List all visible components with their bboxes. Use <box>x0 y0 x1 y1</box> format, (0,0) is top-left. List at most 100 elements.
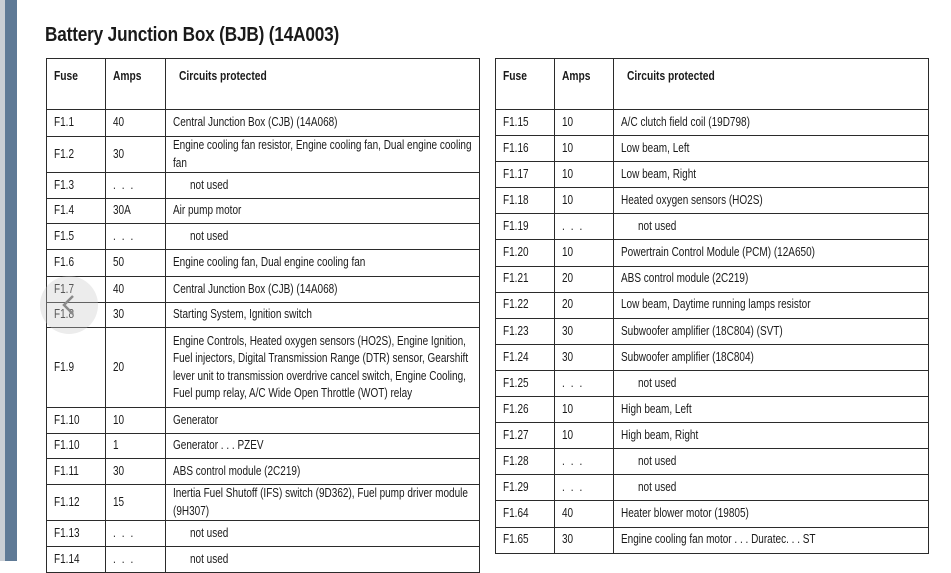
cell-circuits: ABS control module (2C219) <box>165 458 480 485</box>
cell-fuse: F1.19 <box>495 213 555 241</box>
table-row: F1.65 30 Engine cooling fan motor . . . Du… <box>495 526 929 554</box>
cell-fuse: F1.16 <box>495 135 555 163</box>
cell-amps: . . . <box>554 213 614 241</box>
cell-circuits: Generator <box>165 407 480 434</box>
cell-amps: 30 <box>105 136 166 173</box>
cell-fuse: F1.28 <box>495 448 555 476</box>
cell-circuits: ABS control module (2C219) <box>613 265 929 293</box>
header-circuits: Circuits protected <box>165 58 480 110</box>
page-title: Battery Junction Box (BJB) (14A003) <box>45 24 340 46</box>
table-row: F1.17 10 Low beam, Right <box>495 161 929 189</box>
table-row: F1.11 30 ABS control module (2C219) <box>46 458 480 485</box>
cell-amps: . . . <box>105 546 166 573</box>
cell-fuse: F1.12 <box>46 484 106 521</box>
table-row: F1.12 15 Inertia Fuel Shutoff (IFS) switch… <box>46 484 480 521</box>
cell-amps: 40 <box>105 109 166 137</box>
cell-amps: . . . <box>105 520 166 547</box>
cell-circuits: Generator . . . PZEV <box>165 433 480 459</box>
cell-amps: 20 <box>554 265 614 293</box>
table-row: F1.22 20 Low beam, Daytime running lamps r… <box>495 291 929 319</box>
cell-fuse: F1.7 <box>46 276 106 303</box>
cell-circuits: not used <box>165 172 480 199</box>
cell-circuits: Starting System, Ignition switch <box>165 302 480 328</box>
cell-fuse: F1.2 <box>46 136 106 173</box>
table-row: F1.10 10 Generator <box>46 407 480 434</box>
cell-circuits: Powertrain Control Module (PCM) (12A650) <box>613 239 929 267</box>
cell-amps: 30 <box>554 343 614 371</box>
cell-amps: 10 <box>554 422 614 450</box>
cell-fuse: F1.27 <box>495 422 555 450</box>
cell-amps: 30 <box>554 526 614 554</box>
header-amps: Amps <box>105 58 166 110</box>
cell-circuits: High beam, Right <box>613 422 929 450</box>
table-row: F1.2 30 Engine cooling fan resistor, Engin… <box>46 136 480 173</box>
table-row: F1.13. . . not used <box>46 520 480 547</box>
cell-amps: 15 <box>105 484 166 521</box>
table-row: F1.20 10 Powertrain Control Module (PCM) (… <box>495 239 929 267</box>
cell-fuse: F1.18 <box>495 187 555 215</box>
cell-fuse: F1.17 <box>495 161 555 189</box>
table-row: F1.15 10 A/C clutch field coil (19D798) <box>495 108 929 137</box>
header-fuse: Fuse <box>495 58 555 110</box>
table-row: F1.10 1 Generator . . . PZEV <box>46 433 480 459</box>
table-row: F1.7 40 Central Junction Box (CJB) (14A068… <box>46 276 480 303</box>
cell-fuse: F1.11 <box>46 458 106 485</box>
header-amps: Amps <box>554 58 614 110</box>
cell-fuse: F1.4 <box>46 198 106 224</box>
table-row: F1.29. . . not used <box>495 474 929 502</box>
table-row: F1.8 30 Starting System, Ignition switch <box>46 302 480 328</box>
cell-circuits: Engine Controls, Heated oxygen sensors (… <box>165 327 480 408</box>
cell-amps: 40 <box>554 500 614 528</box>
cell-amps: . . . <box>105 172 166 199</box>
cell-fuse: F1.8 <box>46 302 106 328</box>
cell-circuits: not used <box>165 223 480 250</box>
cell-fuse: F1.3 <box>46 172 106 199</box>
cell-circuits: not used <box>613 448 929 476</box>
cell-fuse: F1.13 <box>46 520 106 547</box>
cell-amps: 50 <box>105 249 166 277</box>
cell-fuse: F1.26 <box>495 396 555 424</box>
cell-fuse: F1.10 <box>46 433 106 459</box>
table-row: F1.6 50 Engine cooling fan, Dual engine co… <box>46 249 480 277</box>
cell-circuits: Subwoofer amplifier (18C804) (SVT) <box>613 317 929 345</box>
table-row: F1.3. . . not used <box>46 172 480 199</box>
cell-fuse: F1.1 <box>46 109 106 137</box>
cell-amps: 10 <box>554 108 614 137</box>
cell-circuits: not used <box>613 474 929 502</box>
cell-circuits: A/C clutch field coil (19D798) <box>613 108 929 137</box>
cell-circuits: not used <box>165 520 480 547</box>
cell-fuse: F1.65 <box>495 526 555 554</box>
table-row: F1.4 30A Air pump motor <box>46 198 480 224</box>
cell-circuits: Central Junction Box (CJB) (14A068) <box>165 276 480 303</box>
table-row: F1.16 10 Low beam, Left <box>495 135 929 163</box>
cell-amps: 10 <box>554 239 614 267</box>
cell-circuits: Inertia Fuel Shutoff (IFS) switch (9D362… <box>165 484 480 521</box>
cell-amps: 10 <box>105 407 166 434</box>
cell-fuse: F1.6 <box>46 249 106 277</box>
table-row: F1.26 10 High beam, Left <box>495 396 929 424</box>
cell-fuse: F1.21 <box>495 265 555 293</box>
chevron-left-icon <box>62 295 74 315</box>
fuse-table-right: Fuse Amps Circuits protected F1.15 10 A/C … <box>495 58 929 554</box>
cell-fuse: F1.10 <box>46 407 106 434</box>
cell-fuse: F1.24 <box>495 343 555 371</box>
cell-fuse: F1.22 <box>495 291 555 319</box>
table-row: F1.19. . . not used <box>495 213 929 241</box>
cell-fuse: F1.14 <box>46 546 106 573</box>
cell-circuits: Low beam, Right <box>613 161 929 189</box>
cell-amps: 30 <box>105 458 166 485</box>
previous-button[interactable] <box>40 276 98 334</box>
cell-circuits: Low beam, Daytime running lamps resistor <box>613 291 929 319</box>
cell-amps: . . . <box>554 448 614 476</box>
cell-circuits: Engine cooling fan motor . . . Duratec. … <box>613 526 929 554</box>
cell-amps: . . . <box>554 369 614 398</box>
header-circuits: Circuits protected <box>613 58 929 110</box>
cell-circuits: Engine cooling fan resistor, Engine cool… <box>165 136 480 173</box>
cell-fuse: F1.9 <box>46 327 106 408</box>
cell-circuits: not used <box>613 213 929 241</box>
table-row: F1.25. . . not used <box>495 369 929 398</box>
cell-fuse: F1.64 <box>495 500 555 528</box>
cell-amps: 30 <box>105 302 166 328</box>
cell-amps: 30 <box>554 317 614 345</box>
table-row: F1.23 30 Subwoofer amplifier (18C804) (SVT… <box>495 317 929 345</box>
